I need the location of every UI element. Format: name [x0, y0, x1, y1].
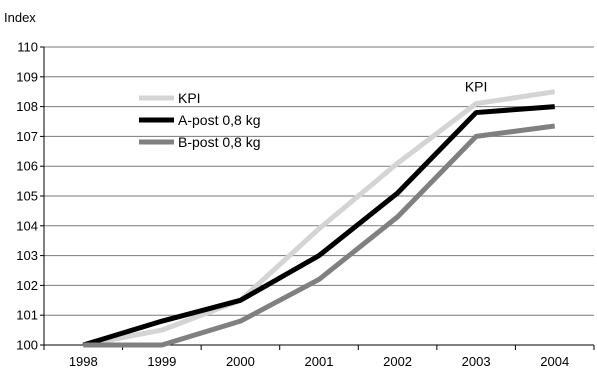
y-tick-label: 105: [16, 189, 38, 204]
annotation-label: KPI: [465, 79, 488, 95]
y-tick-label: 101: [16, 308, 38, 323]
x-tick-label: 2001: [305, 354, 334, 369]
y-tick-label: 104: [16, 218, 38, 233]
series-line-1: [82, 89, 556, 348]
legend-label: B-post 0,8 kg: [178, 134, 261, 150]
y-axis-title: Index: [4, 10, 36, 25]
annotations: KPI: [465, 79, 488, 95]
legend: KPI A-post 0,8 kg B-post 0,8 kg: [139, 90, 261, 150]
series-line-3: [83, 123, 556, 348]
axes: [40, 46, 595, 350]
legend-label: A-post 0,8 kg: [178, 112, 261, 128]
y-tick-labels: 100 101 102 103 104 105 106 107 108 109 110: [16, 40, 38, 353]
x-tick-label: 2003: [462, 354, 491, 369]
gridlines: [44, 46, 594, 316]
x-tick-label: 2004: [540, 354, 569, 369]
series-line-2: [82, 104, 555, 348]
y-tick-label: 102: [16, 278, 38, 293]
x-tick-label: 2000: [226, 354, 255, 369]
y-tick-label: 107: [16, 129, 38, 144]
y-tick-label: 108: [16, 99, 38, 114]
y-tick-label: 110: [17, 40, 38, 55]
series-lines: [82, 89, 556, 348]
x-tick-label: 1999: [147, 354, 176, 369]
y-tick-label: 106: [16, 159, 38, 174]
y-tick-label: 103: [16, 248, 38, 263]
x-tick-label: 2002: [383, 354, 412, 369]
x-tick-labels: 1998 1999 2000 2001 2002 2003 2004: [69, 354, 569, 369]
legend-label: KPI: [178, 90, 201, 106]
y-tick-label: 100: [16, 338, 38, 353]
y-tick-label: 109: [16, 69, 38, 84]
x-tick-label: 1998: [69, 354, 98, 369]
